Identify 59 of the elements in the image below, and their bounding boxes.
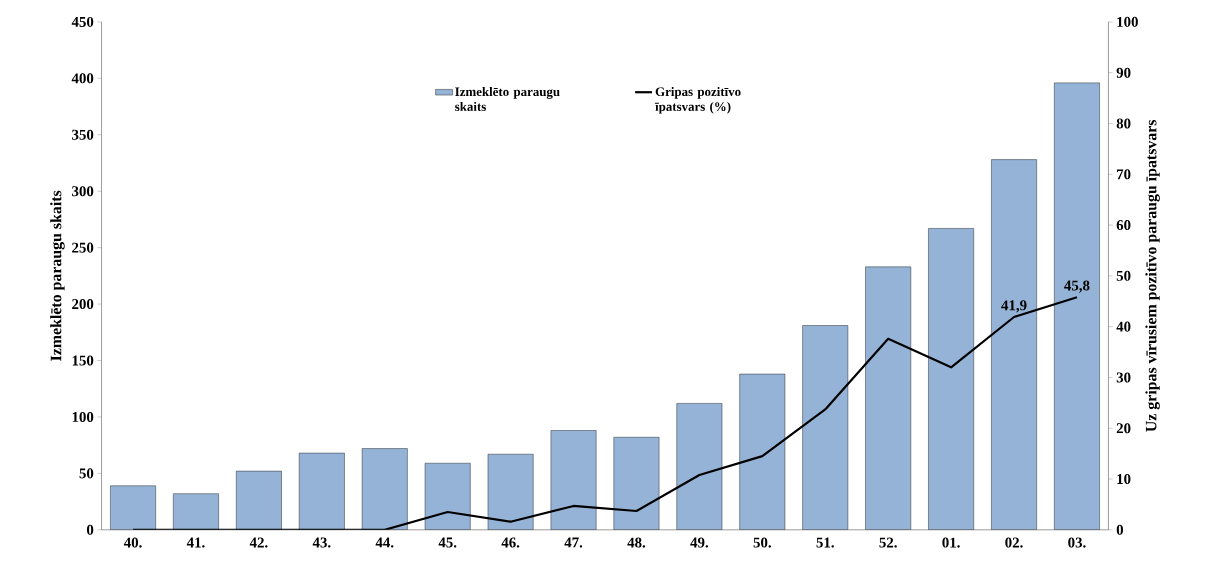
x-tick-label: 46. xyxy=(501,537,520,548)
data-label: 41,9 xyxy=(1001,300,1027,313)
y2-tick-label: 90 xyxy=(1116,67,1131,78)
y2-tick-label: 20 xyxy=(1116,423,1131,434)
y-tick-label: 350 xyxy=(72,129,94,140)
y2-tick-label: 80 xyxy=(1116,118,1131,129)
bar xyxy=(928,228,974,530)
bar xyxy=(739,374,785,530)
y2-tick-label: 0 xyxy=(1116,524,1124,535)
legend-label: Gripas pozitīvo īpatsvars (%) xyxy=(654,87,741,114)
data-label: 45,8 xyxy=(1064,280,1090,293)
x-tick-label: 47. xyxy=(564,537,583,548)
x-tick-label: 02. xyxy=(1005,537,1023,548)
bar xyxy=(991,159,1037,530)
y-tick-label: 300 xyxy=(72,186,94,197)
bar xyxy=(425,463,471,530)
y2-tick-label: 50 xyxy=(1116,270,1131,282)
bar xyxy=(676,403,723,530)
x-tick-label: 48. xyxy=(627,537,646,548)
y2-tick-label: 70 xyxy=(1117,169,1131,180)
x-tick-label: 43. xyxy=(312,537,331,548)
x-tick-label: 51. xyxy=(816,537,834,548)
bar xyxy=(110,485,156,530)
bar xyxy=(550,430,597,530)
x-tick-label: 40. xyxy=(123,537,142,548)
legend-label: Izmeklēto paraugu skaits xyxy=(455,87,560,112)
y-tick-label: 150 xyxy=(72,355,94,366)
y-tick-label: 0 xyxy=(86,524,94,535)
y-axis-title: Izmeklēto paraugu skaits xyxy=(50,190,65,362)
y2-tick-label: 100 xyxy=(1117,17,1138,28)
y-tick-label: 100 xyxy=(72,412,94,423)
bar xyxy=(487,454,534,530)
y-tick-label: 250 xyxy=(72,242,94,253)
y2-tick-label: 10 xyxy=(1117,474,1131,485)
x-tick-label: 44. xyxy=(375,537,394,548)
x-tick-label: 49. xyxy=(690,537,709,548)
y-tick-label: 200 xyxy=(72,299,94,310)
y-tick-label: 400 xyxy=(71,73,94,84)
bar xyxy=(173,493,219,530)
bar xyxy=(236,471,282,530)
y2-tick-label: 60 xyxy=(1116,220,1131,231)
bar xyxy=(362,448,408,530)
bar xyxy=(299,453,345,530)
x-tick-label: 45. xyxy=(438,537,457,548)
y2-tick-label: 40 xyxy=(1116,321,1131,332)
y2-axis-title: Uz gripas vīrusiem pozitīvo paraugu īpatsvars xyxy=(1145,120,1160,432)
x-tick-label: 01. xyxy=(942,537,960,548)
y-tick-label: 50 xyxy=(79,468,94,479)
y2-tick-label: 30 xyxy=(1116,372,1131,383)
bar xyxy=(865,266,911,530)
bar xyxy=(802,325,848,530)
x-tick-label: 41. xyxy=(186,537,205,548)
x-tick-label: 52. xyxy=(879,537,897,548)
y-tick-label: 450 xyxy=(71,17,94,28)
x-tick-label: 03. xyxy=(1068,537,1086,548)
x-tick-label: 50. xyxy=(753,537,771,548)
bar xyxy=(613,437,660,530)
bar xyxy=(1054,82,1100,530)
x-tick-label: 42. xyxy=(249,537,268,548)
